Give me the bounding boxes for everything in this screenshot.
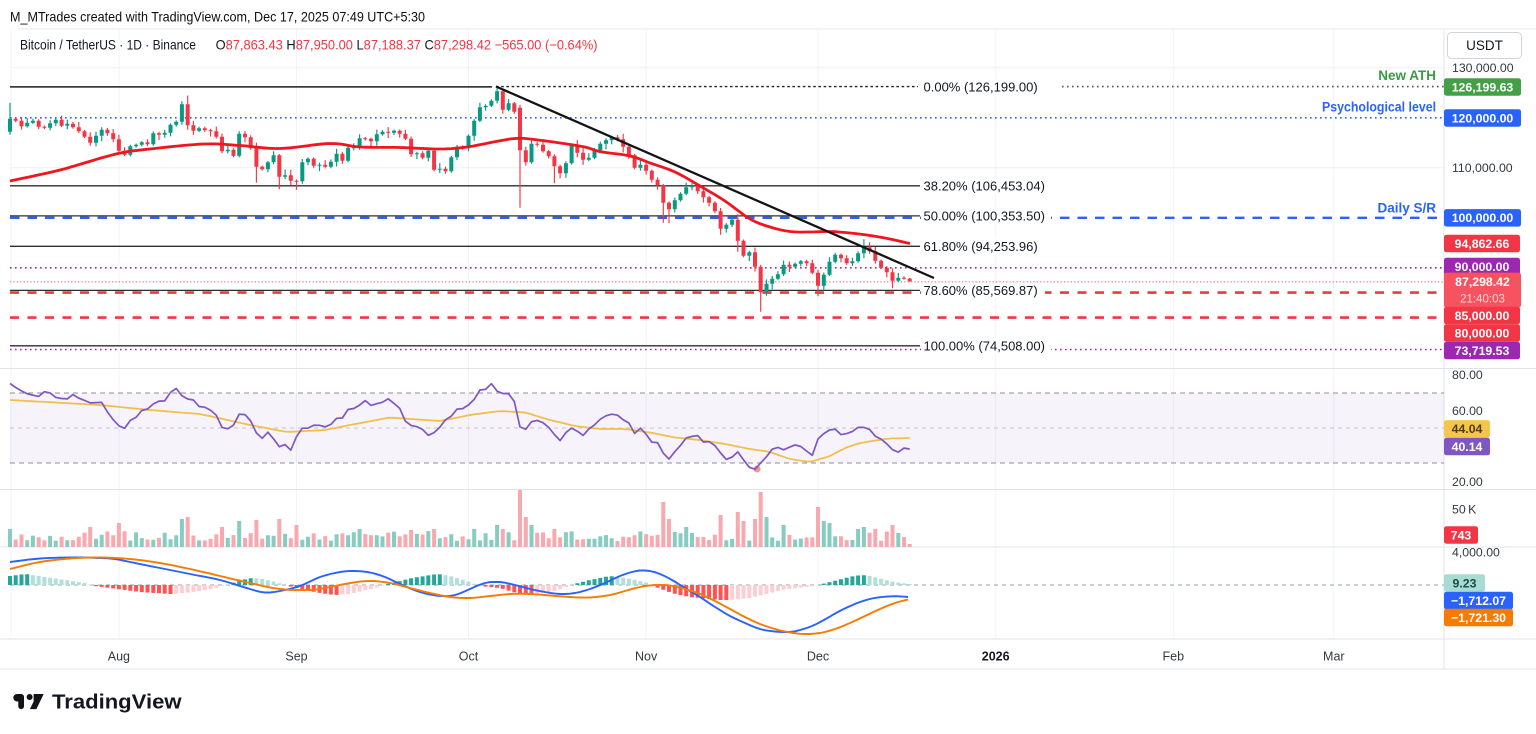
svg-text:80,000.00: 80,000.00: [1455, 326, 1510, 340]
svg-text:Mar: Mar: [1323, 650, 1345, 664]
svg-text:Psychological level: Psychological level: [1322, 100, 1436, 115]
svg-text:87,298.42: 87,298.42: [1455, 275, 1510, 289]
svg-text:78.60% (85,569.87): 78.60% (85,569.87): [924, 283, 1038, 298]
svg-text:85,000.00: 85,000.00: [1455, 309, 1510, 323]
svg-text:Oct: Oct: [459, 650, 479, 664]
svg-text:130,000.00: 130,000.00: [1452, 61, 1514, 75]
svg-text:44.04: 44.04: [1452, 422, 1483, 436]
svg-text:0.00% (126,199.00): 0.00% (126,199.00): [924, 79, 1038, 94]
svg-text:Bitcoin / TetherUS · 1D · Bina: Bitcoin / TetherUS · 1D · Binance: [20, 37, 196, 52]
svg-text:100.00% (74,508.00): 100.00% (74,508.00): [924, 338, 1045, 353]
svg-text:61.80% (94,253.96): 61.80% (94,253.96): [924, 239, 1038, 254]
svg-text:9.23: 9.23: [1453, 576, 1477, 590]
svg-text:110,000.00: 110,000.00: [1452, 161, 1513, 175]
svg-text:38.20% (106,453.04): 38.20% (106,453.04): [924, 178, 1045, 193]
svg-text:Daily S/R: Daily S/R: [1377, 201, 1436, 216]
svg-text:O87,863.43 H87,950.00 L87,18: O87,863.43 H87,950.00 L87,188.37 C87,298…: [216, 37, 598, 52]
svg-text:−1,721.30: −1,721.30: [1451, 611, 1506, 625]
svg-text:80.00: 80.00: [1452, 368, 1483, 382]
svg-text:126,199.63: 126,199.63: [1452, 80, 1514, 94]
svg-text:Feb: Feb: [1163, 650, 1185, 664]
svg-text:90,000.00: 90,000.00: [1455, 260, 1510, 274]
svg-text:20.00: 20.00: [1452, 475, 1483, 489]
svg-text:40.14: 40.14: [1452, 440, 1483, 454]
svg-text:M_MTrades created with Trading: M_MTrades created with TradingView.com, …: [10, 9, 425, 25]
svg-text:21:40:03: 21:40:03: [1460, 294, 1505, 306]
svg-text:Aug: Aug: [108, 650, 130, 664]
svg-text:743: 743: [1451, 528, 1472, 542]
svg-text:−1,712.07: −1,712.07: [1451, 594, 1506, 608]
svg-text:50 K: 50 K: [1452, 502, 1477, 516]
svg-text:50.00% (100,353.50): 50.00% (100,353.50): [924, 208, 1045, 223]
svg-text:TradingView: TradingView: [52, 691, 182, 714]
svg-text:94,862.66: 94,862.66: [1455, 237, 1510, 251]
svg-text:4,000.00: 4,000.00: [1452, 546, 1500, 560]
svg-text:120,000.00: 120,000.00: [1452, 111, 1514, 125]
svg-text:73,719.53: 73,719.53: [1455, 344, 1510, 358]
svg-text:New ATH: New ATH: [1378, 68, 1436, 83]
svg-text:Sep: Sep: [285, 650, 307, 664]
svg-text:100,000.00: 100,000.00: [1452, 211, 1514, 225]
svg-text:2026: 2026: [982, 650, 1010, 664]
svg-text:USDT: USDT: [1466, 38, 1503, 53]
svg-text:Dec: Dec: [807, 650, 829, 664]
svg-text:Nov: Nov: [635, 650, 658, 664]
svg-text:60.00: 60.00: [1452, 404, 1483, 418]
